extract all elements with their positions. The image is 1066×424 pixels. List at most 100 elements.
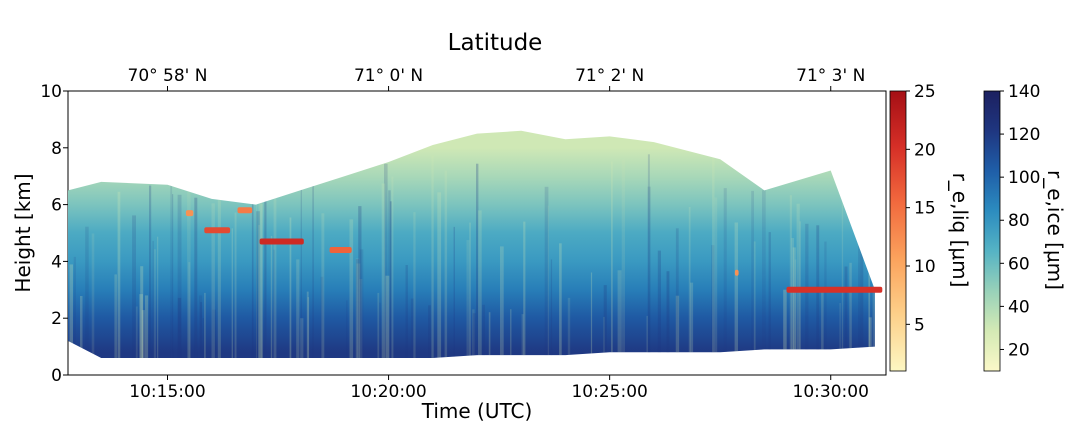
cloud-streak bbox=[211, 203, 215, 358]
cloud-streak bbox=[444, 170, 448, 358]
y-tick-label: 4 bbox=[51, 252, 62, 272]
cloud-streaks bbox=[69, 149, 875, 358]
cloud-streak bbox=[379, 302, 381, 358]
cloud-streak bbox=[135, 306, 138, 358]
y-tick-label: 10 bbox=[40, 82, 62, 102]
cloud-streak bbox=[217, 175, 221, 358]
cloud-streak bbox=[152, 240, 154, 358]
colorbar-tick-label: 80 bbox=[1008, 211, 1030, 231]
cloud-streak bbox=[816, 225, 820, 358]
cloud-streak bbox=[723, 188, 727, 358]
cloud-streak bbox=[621, 159, 625, 358]
cloud-streak bbox=[849, 262, 852, 358]
cloud-streak bbox=[140, 266, 144, 358]
top-axis-ticks: 70° 58' N 71° 0' N 71° 2' N 71° 3' N bbox=[128, 66, 865, 91]
colorbar-tick-label: 10 bbox=[914, 257, 936, 277]
cloud-streak bbox=[617, 270, 622, 358]
liquid-layer bbox=[237, 207, 253, 214]
y-tick-label: 8 bbox=[51, 139, 62, 159]
cloud-streak bbox=[153, 249, 156, 358]
cloud-streak bbox=[603, 285, 607, 358]
cloud-streak bbox=[170, 183, 173, 358]
cloud-streak bbox=[824, 241, 827, 358]
colorbar-tick-label: 25 bbox=[914, 82, 936, 102]
cloud-streak bbox=[141, 310, 145, 358]
cloud-streak bbox=[711, 245, 715, 358]
colorbar-tick-label: 140 bbox=[1008, 82, 1040, 102]
top-tick-label: 70° 58' N bbox=[128, 66, 208, 86]
colorbar-tick-label: 15 bbox=[914, 199, 936, 219]
cloud-streak bbox=[666, 271, 670, 358]
y-tick-label: 0 bbox=[51, 366, 62, 386]
cloud-streak bbox=[753, 241, 756, 358]
cloud-streak bbox=[377, 292, 380, 358]
colorbar-tick-label: 20 bbox=[914, 140, 936, 160]
cloud-streak bbox=[157, 236, 159, 358]
cloud-streak bbox=[391, 176, 394, 358]
cloud-streak bbox=[389, 201, 392, 358]
cloud-streak bbox=[212, 309, 216, 358]
cloud-streak bbox=[559, 243, 562, 358]
cloud-streak bbox=[300, 185, 302, 358]
liquid-layer bbox=[734, 269, 739, 276]
cloud-streak bbox=[388, 190, 391, 358]
colorbar-strip bbox=[889, 90, 907, 372]
cloud-streak bbox=[177, 297, 182, 358]
cloud-streak bbox=[349, 219, 354, 358]
top-axis-title: Latitude bbox=[448, 30, 543, 56]
cloud-streak bbox=[567, 297, 571, 358]
cloud-streak bbox=[346, 300, 348, 358]
cloud-streak bbox=[355, 258, 360, 358]
liquid-layer bbox=[329, 247, 352, 253]
top-tick-label: 71° 2' N bbox=[575, 66, 644, 86]
cloud-streak bbox=[384, 163, 388, 358]
liquid-layer-group bbox=[185, 207, 883, 293]
cloud-streak bbox=[476, 163, 479, 358]
cloud-streak bbox=[488, 312, 491, 358]
colorbar-tick-label: 120 bbox=[1008, 125, 1040, 145]
cloud-streak bbox=[794, 259, 797, 358]
cloud-streak bbox=[258, 192, 263, 358]
cloud-streak bbox=[868, 317, 872, 358]
cloud-streak bbox=[199, 295, 202, 358]
top-tick-label: 71° 0' N bbox=[354, 66, 423, 86]
cloud-streak bbox=[762, 190, 766, 358]
colorbar-title: r_e,liq [μm] bbox=[948, 173, 972, 288]
cloud-streak bbox=[523, 221, 526, 358]
cloud-streak bbox=[172, 194, 174, 358]
cloud-streak bbox=[264, 195, 267, 358]
cloud-streak bbox=[792, 247, 796, 358]
cloud-streak bbox=[751, 190, 754, 358]
cloud-streak bbox=[844, 266, 848, 358]
cloud-streak bbox=[114, 274, 117, 358]
cloud-streak bbox=[466, 240, 470, 358]
cloud-streak bbox=[188, 262, 191, 358]
y-tick-label: 6 bbox=[51, 196, 62, 216]
cloud-streak bbox=[646, 315, 648, 358]
cloud-streak bbox=[478, 210, 482, 358]
liquid-layer bbox=[204, 227, 231, 234]
colorbar-tick-label: 100 bbox=[1008, 168, 1040, 188]
cloud-streak bbox=[117, 191, 121, 358]
cloud-streak bbox=[675, 295, 680, 358]
cloud-streak bbox=[603, 316, 605, 358]
x-tick-label: 10:20:00 bbox=[350, 382, 426, 402]
cloud-streak bbox=[791, 238, 794, 358]
cloud-streak bbox=[358, 206, 362, 358]
cloud-streak bbox=[657, 250, 661, 358]
cloud-streak bbox=[187, 152, 191, 358]
cloud-field-layer bbox=[68, 130, 883, 358]
cloud-streak bbox=[783, 289, 787, 358]
cloud-streak bbox=[256, 211, 260, 358]
cloud-streak bbox=[796, 203, 800, 358]
liquid-layer bbox=[786, 286, 883, 293]
y-axis-title: Height [km] bbox=[11, 173, 35, 292]
cloud-streak bbox=[312, 156, 314, 358]
y-axis-ticks: 0 2 4 6 8 10 bbox=[40, 82, 68, 386]
cloud-streak bbox=[839, 303, 841, 358]
cloud-streak bbox=[300, 318, 304, 358]
cloud-streak bbox=[356, 263, 361, 358]
cloud-streak bbox=[194, 197, 198, 358]
cloud-streak bbox=[858, 182, 860, 358]
